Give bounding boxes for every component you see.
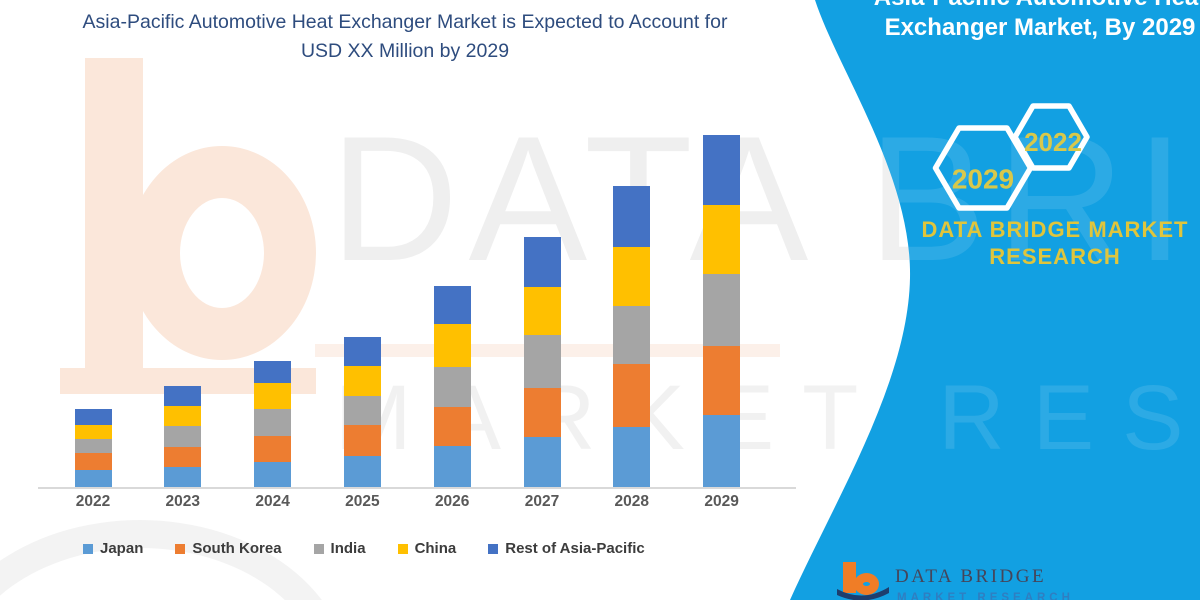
x-axis-label-2025: 2025 xyxy=(345,493,380,510)
panel-brand-text: DATA BRIDGE MARKET RESEARCH xyxy=(921,217,1189,269)
bar-segment-japan-2022 xyxy=(74,470,112,487)
bar-segment-japan-2026 xyxy=(433,446,471,487)
data-bridge-logo: DATA BRIDGE MARKET RESEARCH xyxy=(835,558,1095,600)
bar-segment-india-2025 xyxy=(343,396,381,425)
x-axis-line xyxy=(38,487,796,489)
bar-segment-india-2024 xyxy=(254,409,292,436)
logo-b-stem-icon xyxy=(843,562,856,593)
x-axis-label-2028: 2028 xyxy=(614,493,650,510)
bar-segment-china-2023 xyxy=(164,406,202,426)
year-hexagons: 2029 2022 xyxy=(932,103,1090,211)
hexagon-year-2022: 2022 xyxy=(1024,127,1082,157)
bar-group-2022 xyxy=(74,409,112,487)
bar-group-2028 xyxy=(613,186,651,487)
bar-segment-india-2029 xyxy=(703,274,741,346)
logo-brand-text: DATA BRIDGE xyxy=(895,566,1047,587)
hexagon-year-2029: 2029 xyxy=(952,164,1014,195)
bar-segment-south-korea-2028 xyxy=(613,364,651,427)
legend-swatch-icon xyxy=(83,543,93,554)
legend-swatch-icon xyxy=(488,543,499,554)
bar-segment-rest-of-asia-pacific-2028 xyxy=(613,186,651,247)
bar-segment-rest-of-asia-pacific-2026 xyxy=(433,286,471,324)
bar-segment-south-korea-2023 xyxy=(164,447,202,467)
bar-segment-south-korea-2022 xyxy=(74,453,112,470)
bar-segment-japan-2028 xyxy=(613,427,651,487)
legend-swatch-icon xyxy=(313,543,324,554)
bar-group-2027 xyxy=(523,237,561,487)
bar-segment-china-2022 xyxy=(74,425,112,439)
bar-segment-india-2027 xyxy=(523,335,561,388)
legend-swatch-icon xyxy=(397,543,408,554)
bar-segment-india-2022 xyxy=(74,439,112,453)
bar-segment-japan-2027 xyxy=(523,437,561,487)
chart-title: Asia-Pacific Automotive Heat Exchanger M… xyxy=(82,11,728,62)
logo-tagline-text: MARKET RESEARCH xyxy=(897,592,1074,600)
hexagon-2022 xyxy=(1012,103,1090,171)
legend-label: China xyxy=(414,540,457,557)
legend-swatch-icon xyxy=(175,543,186,554)
bar-segment-japan-2025 xyxy=(343,456,381,487)
bar-segment-south-korea-2027 xyxy=(523,388,561,437)
logo-b-bowl-icon xyxy=(854,573,879,595)
bar-segment-south-korea-2029 xyxy=(703,346,741,415)
bar-segment-japan-2023 xyxy=(164,467,202,487)
x-axis-label-2022: 2022 xyxy=(75,493,111,510)
x-axis-label-2029: 2029 xyxy=(704,493,739,510)
x-axis-label-2023: 2023 xyxy=(165,493,201,510)
bar-segment-rest-of-asia-pacific-2022 xyxy=(74,409,112,425)
x-axis-label-2026: 2026 xyxy=(434,493,470,510)
bar-segment-india-2023 xyxy=(164,426,202,447)
bar-segment-india-2026 xyxy=(433,367,471,407)
logo-swoosh-icon xyxy=(837,587,889,600)
x-axis-label-2024: 2024 xyxy=(255,493,290,510)
bar-segment-rest-of-asia-pacific-2027 xyxy=(523,237,561,287)
legend-label: Rest of Asia-Pacific xyxy=(505,540,645,557)
bar-segment-china-2025 xyxy=(343,366,381,396)
bar-segment-japan-2029 xyxy=(703,415,741,487)
bar-segment-south-korea-2024 xyxy=(254,436,292,462)
bar-group-2029 xyxy=(703,135,741,487)
bar-segment-china-2027 xyxy=(523,287,561,335)
bar-segment-china-2028 xyxy=(613,247,651,306)
bar-segment-south-korea-2026 xyxy=(433,407,471,446)
legend-item-rest-of-asia-pacific: Rest of Asia-Pacific xyxy=(488,540,645,557)
bar-segment-south-korea-2025 xyxy=(343,425,381,456)
x-axis-label-2027: 2027 xyxy=(524,493,560,510)
bar-segment-japan-2024 xyxy=(254,462,292,487)
panel-heading: Asia-Pacific Automotive Heat Exchanger M… xyxy=(874,0,1200,41)
bar-segment-rest-of-asia-pacific-2029 xyxy=(703,135,741,205)
legend-item-china: China xyxy=(397,540,457,557)
bar-segment-china-2029 xyxy=(703,205,741,274)
